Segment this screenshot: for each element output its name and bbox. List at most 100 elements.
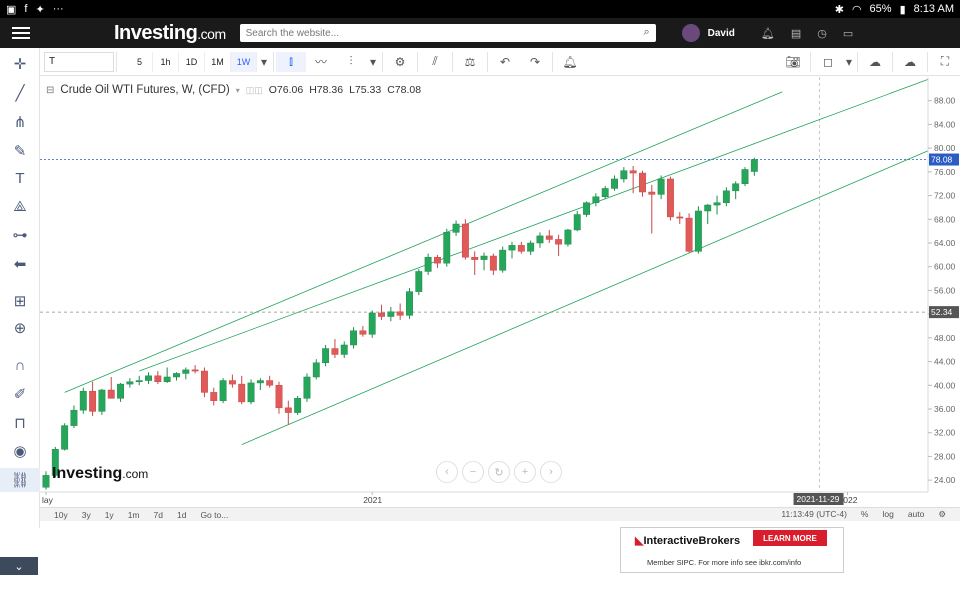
avatar[interactable] [681,24,700,42]
range-3y[interactable]: 3y [81,509,91,520]
indicators-icon[interactable]: ⫽ [432,54,438,68]
lock-pencil-icon[interactable]: ✐ [13,386,27,403]
candle-body [704,204,712,212]
legend-collapse-icon[interactable]: ⊟ [46,84,55,96]
measure-icon[interactable]: ⊶ [12,227,28,244]
user-name[interactable]: David [707,27,735,39]
candle [126,378,134,388]
style-dropdown-icon[interactable]: ▾ [369,54,377,69]
zoom-icon[interactable]: ⊕ [13,320,27,337]
legend-settings-icon[interactable]: ◫◫ [245,84,263,95]
timeframe-dropdown-icon[interactable]: ▾ [260,54,268,69]
search-input[interactable]: Search the website... ⌕ [239,24,656,42]
clock-icon[interactable]: ◷ [817,27,827,40]
ad-banner[interactable]: ◣InteractiveBrokers LEARN MORE Member SI… [620,527,844,573]
camera-icon[interactable]: 📷︎ [785,54,801,69]
undo-icon[interactable]: ↶ [499,54,511,69]
legend-menu-icon[interactable]: ▾ [235,85,240,95]
cloud-download-icon[interactable]: ☁ [869,54,881,69]
candle [685,213,693,253]
color-picker-icon[interactable]: ◻ [823,54,833,69]
tf-1h[interactable]: 1h [153,51,179,72]
tf-1w[interactable]: 1W [231,51,257,72]
candle-body [406,291,413,316]
range-7d[interactable]: 7d [153,509,163,520]
scroll-left-icon[interactable]: ‹ [436,461,458,483]
redo-icon[interactable]: ↷ [529,54,541,69]
collapse-toolbar-button[interactable]: ⌄ [0,557,38,575]
candle-body [228,380,236,385]
candle-body [284,407,292,413]
compare-icon[interactable]: ⚖ [464,54,476,69]
candle [750,157,758,176]
eye-icon[interactable]: ◉ [13,443,27,460]
price-tick-label: 36.00 [934,404,956,414]
bell-icon[interactable]: 🔔︎ [760,27,775,40]
magnet-icon[interactable]: ∩ [14,356,26,374]
bars-style-icon[interactable]: ⫶ [349,54,353,68]
price-tick-label: 28.00 [934,451,956,461]
learn-more-button[interactable]: LEARN MORE [753,530,827,546]
link-icon[interactable]: ⛓ [0,468,40,492]
tf-5[interactable]: 5 [127,51,153,72]
gear-icon[interactable]: ⚙ [938,509,946,519]
chart-title[interactable]: Crude Oil WTI Futures, W, (CFD) [60,84,230,96]
search-icon[interactable]: ⌕ [643,26,650,38]
line-style-icon[interactable]: 〰 [314,55,327,69]
trend-line-icon[interactable]: ╱ [15,85,25,102]
candle [70,405,78,428]
fullscreen-icon[interactable]: ⛶ [940,54,950,68]
candle-body [256,380,264,384]
reset-icon[interactable]: ↻ [488,461,510,483]
unlock-icon[interactable]: ⊓ [14,415,26,432]
crosshair-icon[interactable]: ✛ [13,56,27,73]
cloud-upload-icon[interactable]: ☁ [904,54,916,69]
goto-date[interactable]: Go to... [200,509,229,520]
pitchfork-icon[interactable]: ⋔ [13,114,27,131]
tf-1d[interactable]: 1D [179,51,205,72]
percent-toggle[interactable]: % [860,509,869,519]
candles-style-icon[interactable]: ⫾ [276,51,306,72]
color-dropdown-icon[interactable]: ▾ [845,54,853,69]
chart-canvas[interactable]: 24.0028.0032.0036.0040.0044.0048.0052.00… [40,77,960,507]
range-1m[interactable]: 1m [127,509,140,520]
site-logo[interactable]: Investing.com [114,22,226,45]
candle [461,219,469,260]
brush-icon[interactable]: ✎ [13,143,27,160]
pattern-icon[interactable]: ⟁ [13,197,27,215]
battery-icon: ▮ [899,3,906,16]
price-tick-label: 24.00 [934,475,956,485]
candle [228,374,236,388]
scroll-right-icon[interactable]: › [540,461,562,483]
candle [396,303,404,321]
ruler-icon[interactable]: ⊞ [13,293,27,310]
price-chart[interactable]: 24.0028.0032.0036.0040.0044.0048.0052.00… [40,77,960,507]
candle [89,381,97,417]
range-1y[interactable]: 1y [104,509,114,520]
channel-line [139,77,932,372]
menu-icon[interactable] [12,24,30,42]
symbol-input[interactable]: T [44,51,114,72]
candle-body [666,178,674,218]
candle [219,378,227,404]
candle [378,304,385,321]
range-10y[interactable]: 10y [54,509,68,520]
text-tool-icon[interactable]: T [15,169,25,187]
zoom-in-icon[interactable]: + [514,461,536,483]
range-1d[interactable]: 1d [176,509,187,520]
zoom-out-icon[interactable]: − [462,461,484,483]
alert-icon[interactable]: 🔔︎ [562,54,578,69]
drawing-toolbar: ✛ ╱ ⋔ ✎ T ⟁ ⊶ ⬅ ⊞ ⊕ ∩ ✐ ⊓ ◉ ⛓ ⌄ [0,48,40,575]
gear-icon[interactable]: ⚙ [394,54,406,69]
tf-1m[interactable]: 1M [205,51,231,72]
auto-toggle[interactable]: auto [907,509,925,519]
log-toggle[interactable]: log [882,509,894,519]
candle-body [126,381,134,385]
flag-icon[interactable]: ▭ [842,27,854,40]
back-arrow-icon[interactable]: ⬅ [13,256,27,273]
candle-body [480,255,488,260]
briefcase-icon[interactable]: ▤ [790,27,802,40]
candle [406,288,413,319]
battery-level: 65% [869,3,892,15]
watermark-suffix: .com [122,467,149,481]
